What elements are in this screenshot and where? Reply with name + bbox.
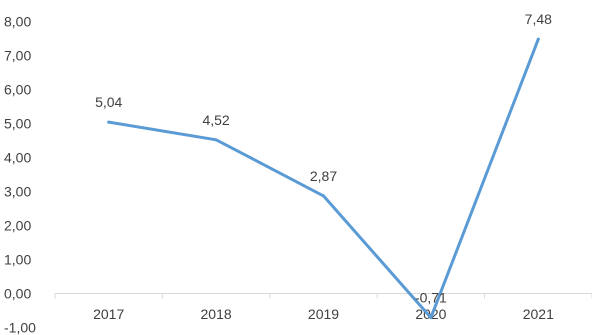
data-point (322, 194, 325, 198)
data-label: 2,87 (310, 168, 337, 184)
y-tick-label: 3,00 (4, 184, 31, 200)
x-axis-tick-labels: 2017 2018 2019 2020 2021 (93, 306, 554, 322)
y-tick-label: 1,00 (4, 252, 31, 268)
data-point (429, 316, 433, 320)
x-tick-label: 2019 (308, 306, 339, 322)
x-tick-label: 2021 (523, 306, 554, 322)
y-tick-label: 8,00 (4, 14, 31, 30)
data-label: 7,48 (525, 11, 552, 27)
y-tick-label: 5,00 (4, 116, 31, 132)
y-tick-label: -1,00 (4, 320, 36, 335)
x-axis (54, 293, 592, 299)
y-tick-label: 6,00 (4, 82, 31, 98)
data-label: 4,52 (202, 112, 229, 128)
y-tick-label: 7,00 (4, 48, 31, 64)
series-line-group (107, 37, 540, 320)
x-tick-label: 2017 (93, 306, 124, 322)
y-axis-tick-labels: -1,00 0,00 1,00 2,00 3,00 4,00 5,00 6,00 7,00 8,0… (4, 14, 36, 335)
data-point (536, 37, 540, 41)
x-tick-label: 2018 (201, 306, 232, 322)
data-label: 5,04 (95, 94, 122, 110)
y-tick-label: 4,00 (4, 150, 31, 166)
y-tick-label: 0,00 (4, 286, 31, 302)
data-point (214, 138, 218, 142)
data-labels: 5,04 4,52 2,87 -0,71 7,48 (95, 11, 552, 305)
data-point (107, 120, 111, 124)
y-tick-label: 2,00 (4, 218, 31, 234)
data-label: -0,71 (415, 290, 447, 306)
